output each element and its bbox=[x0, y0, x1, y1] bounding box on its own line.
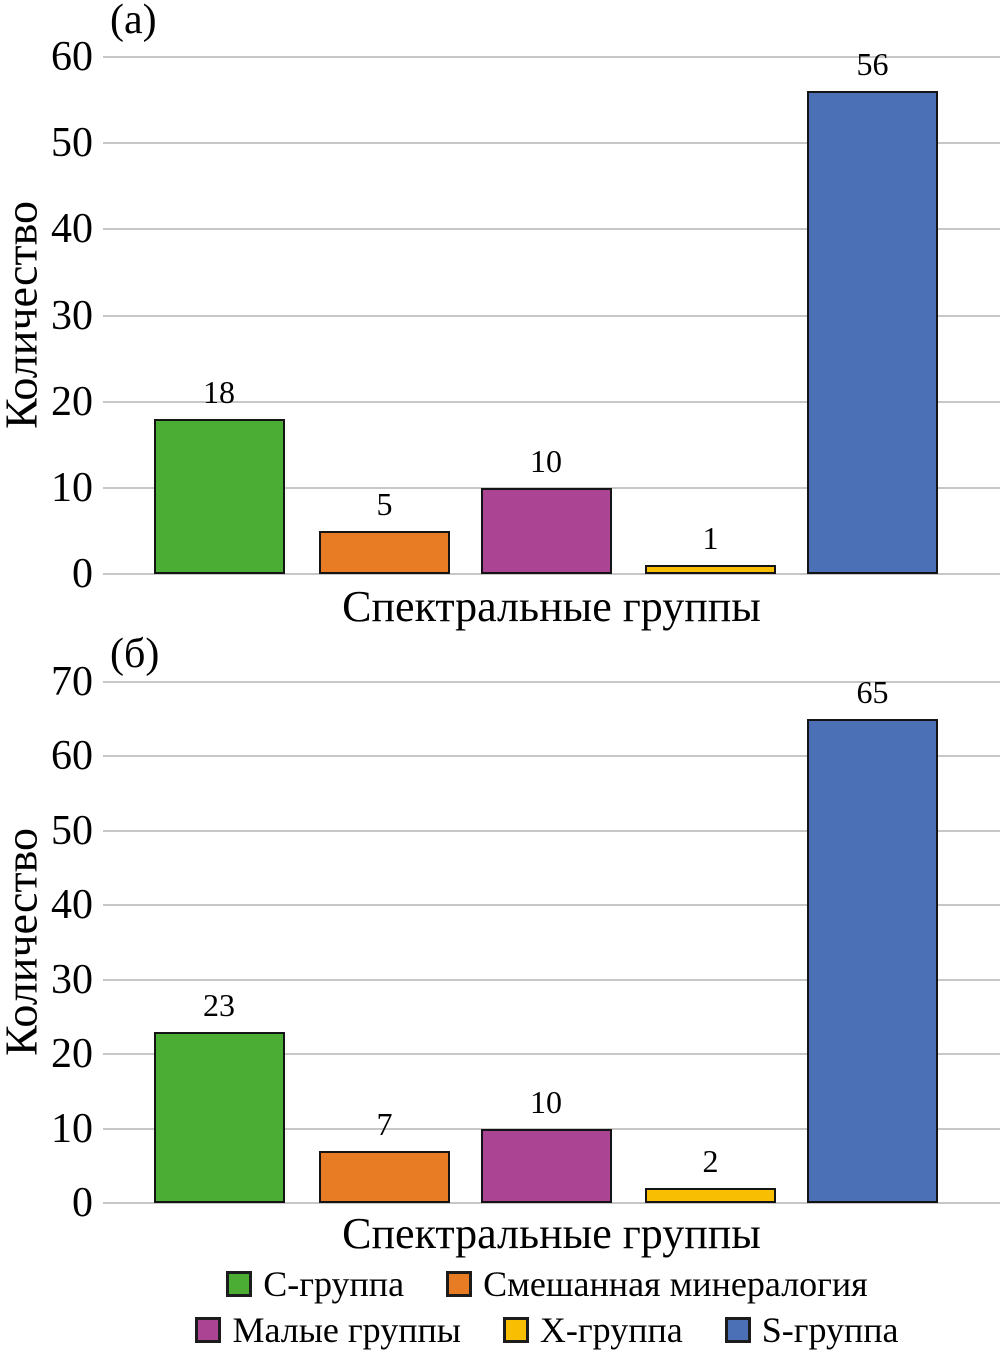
bar-value-label: 1 bbox=[702, 520, 719, 557]
gridline bbox=[103, 978, 1000, 981]
gridline bbox=[103, 400, 1000, 403]
x-axis-line bbox=[103, 573, 1000, 575]
gridline bbox=[103, 1053, 1000, 1056]
gridline bbox=[103, 56, 1000, 58]
gridline bbox=[103, 314, 1000, 317]
legend-item: Смешанная минералогия bbox=[446, 1264, 868, 1304]
legend-swatch bbox=[446, 1271, 473, 1297]
y-tick-label: 10 bbox=[51, 1105, 93, 1152]
bar bbox=[807, 91, 938, 574]
gridline bbox=[103, 755, 1000, 758]
bar-value-label: 65 bbox=[856, 674, 889, 711]
bar-value-label: 5 bbox=[376, 485, 393, 522]
bar bbox=[153, 418, 285, 574]
legend-swatch bbox=[724, 1317, 751, 1343]
bar bbox=[319, 1150, 450, 1203]
y-tick-label: 30 bbox=[51, 956, 93, 1003]
x-axis-title-b: Спектральные группы bbox=[342, 1209, 761, 1258]
panel-label-a: (а) bbox=[110, 0, 157, 43]
y-tick-label: 40 bbox=[51, 882, 93, 929]
bar-value-label: 56 bbox=[856, 46, 889, 83]
x-axis-title-a: Спектральные группы bbox=[342, 582, 761, 631]
legend-row: C-группа Смешанная минералогия bbox=[226, 1262, 868, 1306]
legend-item: Малые группы bbox=[195, 1310, 461, 1350]
bar bbox=[319, 530, 450, 574]
bar bbox=[645, 1188, 776, 1203]
legend-swatch bbox=[195, 1317, 222, 1343]
legend-row: Малые группы X-группа S-группа bbox=[195, 1308, 899, 1352]
gridline bbox=[103, 904, 1000, 907]
panel-label-b: (б) bbox=[110, 631, 160, 677]
bar bbox=[807, 719, 938, 1203]
y-tick-label: 60 bbox=[51, 34, 93, 80]
x-axis-line bbox=[103, 1202, 1000, 1204]
legend: C-группа Смешанная минералогия Малые групп… bbox=[90, 1262, 1004, 1352]
legend-label: S-группа bbox=[761, 1310, 899, 1350]
bar-value-label: 10 bbox=[530, 442, 562, 479]
y-tick-label: 50 bbox=[51, 120, 93, 167]
y-tick-label: 60 bbox=[51, 733, 93, 780]
y-tick-label: 20 bbox=[51, 1031, 93, 1078]
legend-label: Малые группы bbox=[232, 1310, 461, 1350]
gridline bbox=[103, 829, 1000, 832]
y-tick-label: 0 bbox=[72, 551, 93, 597]
bar-value-label: 10 bbox=[530, 1083, 562, 1120]
gridline bbox=[103, 228, 1000, 231]
bar-value-label: 7 bbox=[376, 1105, 393, 1142]
legend-label: C-группа bbox=[263, 1264, 405, 1304]
bar-value-label: 18 bbox=[203, 373, 235, 410]
gridline bbox=[103, 681, 1000, 683]
legend-item: X-группа bbox=[502, 1310, 683, 1350]
y-tick-label: 50 bbox=[51, 807, 93, 854]
y-tick-label: 40 bbox=[51, 206, 93, 253]
gridline bbox=[103, 142, 1000, 145]
bar bbox=[480, 487, 612, 574]
legend-label: Смешанная минералогия bbox=[483, 1264, 868, 1304]
bar bbox=[153, 1031, 285, 1203]
y-tick-label: 0 bbox=[72, 1180, 93, 1226]
y-tick-label: 10 bbox=[51, 464, 93, 511]
bar-value-label: 23 bbox=[203, 986, 235, 1023]
bar bbox=[645, 565, 776, 574]
bar bbox=[480, 1128, 612, 1203]
bar-value-label: 2 bbox=[702, 1143, 719, 1180]
legend-item: C-группа bbox=[226, 1264, 404, 1304]
y-tick-label: 20 bbox=[51, 378, 93, 425]
legend-item: S-группа bbox=[724, 1310, 899, 1350]
y-tick-label: 30 bbox=[51, 292, 93, 339]
y-tick-label: 70 bbox=[51, 659, 93, 705]
legend-swatch bbox=[502, 1317, 529, 1343]
legend-swatch bbox=[226, 1271, 253, 1297]
legend-label: X-группа bbox=[539, 1310, 683, 1350]
